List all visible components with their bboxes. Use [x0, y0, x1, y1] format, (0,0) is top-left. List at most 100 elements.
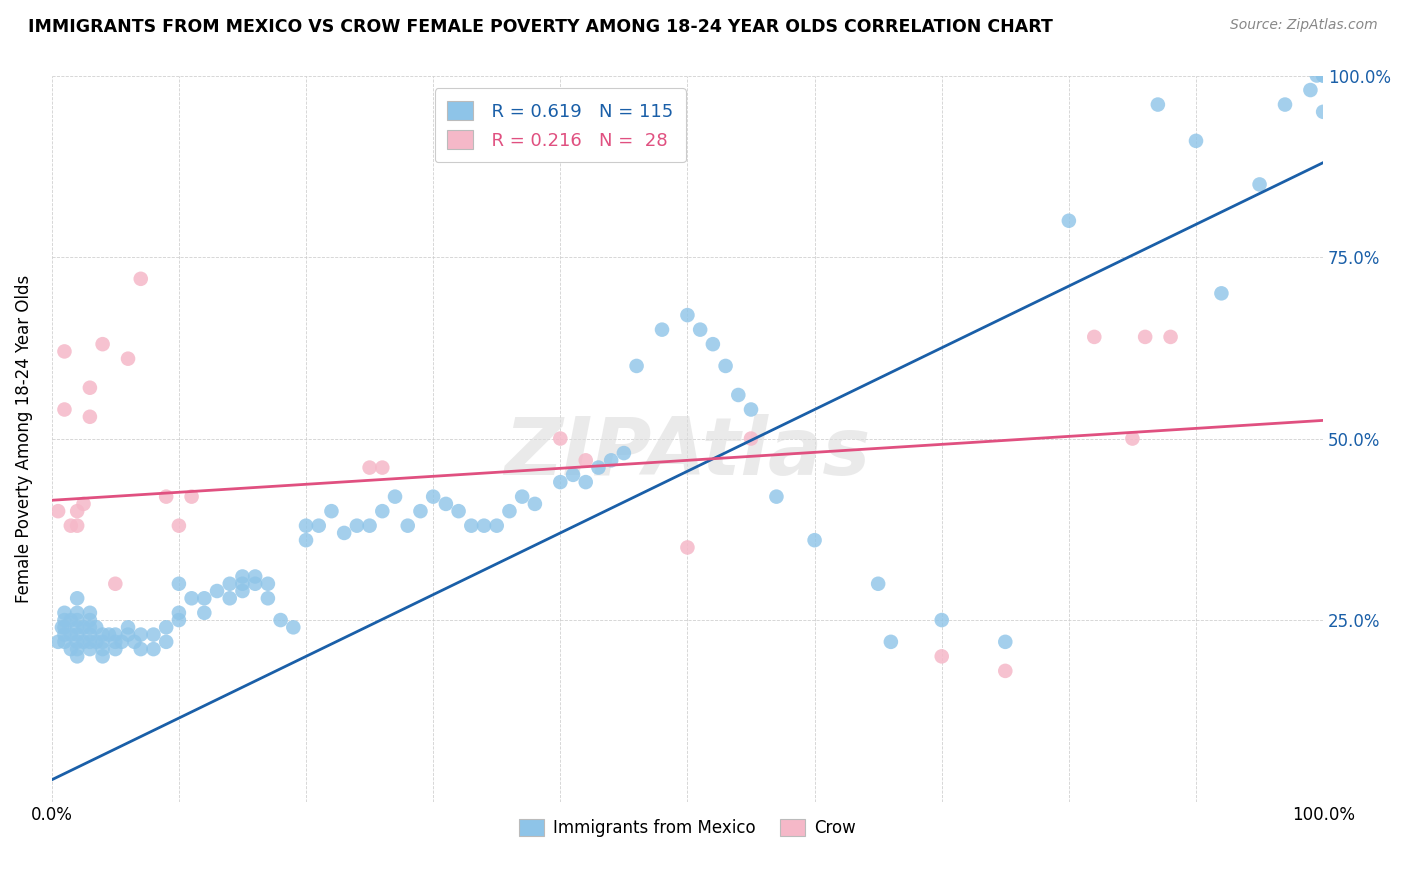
Point — [1121, 432, 1143, 446]
Point — [1083, 330, 1105, 344]
Point — [231, 569, 253, 583]
Point — [676, 541, 699, 555]
Point — [167, 576, 190, 591]
Point — [270, 613, 292, 627]
Point — [180, 591, 202, 606]
Point — [346, 518, 368, 533]
Point — [371, 460, 394, 475]
Point — [714, 359, 737, 373]
Point — [72, 635, 94, 649]
Point — [333, 525, 356, 540]
Point — [66, 504, 89, 518]
Point — [550, 475, 572, 489]
Point — [53, 620, 76, 634]
Point — [409, 504, 432, 518]
Point — [257, 591, 280, 606]
Point — [66, 642, 89, 657]
Point — [1211, 286, 1233, 301]
Point — [193, 606, 215, 620]
Point — [66, 620, 89, 634]
Point — [59, 642, 82, 657]
Point — [66, 635, 89, 649]
Point — [59, 627, 82, 641]
Point — [1274, 97, 1296, 112]
Point — [396, 518, 419, 533]
Point — [79, 642, 101, 657]
Point — [460, 518, 482, 533]
Point — [1133, 330, 1156, 344]
Point — [1299, 83, 1322, 97]
Point — [359, 460, 381, 475]
Point — [295, 533, 318, 548]
Point — [575, 453, 598, 467]
Point — [79, 381, 101, 395]
Point — [1147, 97, 1170, 112]
Point — [485, 518, 508, 533]
Point — [1306, 69, 1329, 83]
Point — [66, 649, 89, 664]
Point — [371, 504, 394, 518]
Point — [218, 576, 240, 591]
Point — [104, 642, 127, 657]
Point — [447, 504, 470, 518]
Point — [66, 613, 89, 627]
Point — [104, 576, 127, 591]
Point — [740, 402, 762, 417]
Point — [84, 635, 107, 649]
Point — [155, 635, 177, 649]
Point — [868, 576, 890, 591]
Point — [59, 613, 82, 627]
Point — [676, 308, 699, 322]
Point — [243, 576, 266, 591]
Point — [91, 635, 114, 649]
Point — [79, 635, 101, 649]
Point — [117, 351, 139, 366]
Point — [880, 635, 903, 649]
Point — [46, 504, 69, 518]
Point — [53, 635, 76, 649]
Point — [283, 620, 305, 634]
Point — [129, 272, 152, 286]
Point — [129, 642, 152, 657]
Point — [434, 497, 457, 511]
Point — [1160, 330, 1182, 344]
Point — [104, 627, 127, 641]
Point — [626, 359, 648, 373]
Point — [91, 337, 114, 351]
Point — [218, 591, 240, 606]
Point — [498, 504, 520, 518]
Point — [104, 635, 127, 649]
Point — [359, 518, 381, 533]
Point — [72, 497, 94, 511]
Point — [46, 635, 69, 649]
Y-axis label: Female Poverty Among 18-24 Year Olds: Female Poverty Among 18-24 Year Olds — [15, 275, 32, 603]
Point — [53, 606, 76, 620]
Point — [550, 432, 572, 446]
Point — [66, 518, 89, 533]
Point — [51, 620, 73, 634]
Point — [472, 518, 495, 533]
Point — [243, 569, 266, 583]
Point — [53, 627, 76, 641]
Point — [523, 497, 546, 511]
Point — [1312, 69, 1334, 83]
Point — [91, 649, 114, 664]
Point — [321, 504, 343, 518]
Point — [702, 337, 724, 351]
Point — [931, 649, 953, 664]
Point — [931, 613, 953, 627]
Point — [740, 432, 762, 446]
Point — [53, 613, 76, 627]
Point — [1057, 213, 1080, 227]
Point — [142, 627, 165, 641]
Point — [97, 627, 120, 641]
Point — [142, 642, 165, 657]
Point — [167, 613, 190, 627]
Point — [422, 490, 444, 504]
Point — [84, 620, 107, 634]
Point — [193, 591, 215, 606]
Legend: Immigrants from Mexico, Crow: Immigrants from Mexico, Crow — [513, 813, 862, 844]
Point — [1312, 69, 1334, 83]
Point — [72, 620, 94, 634]
Point — [510, 490, 533, 504]
